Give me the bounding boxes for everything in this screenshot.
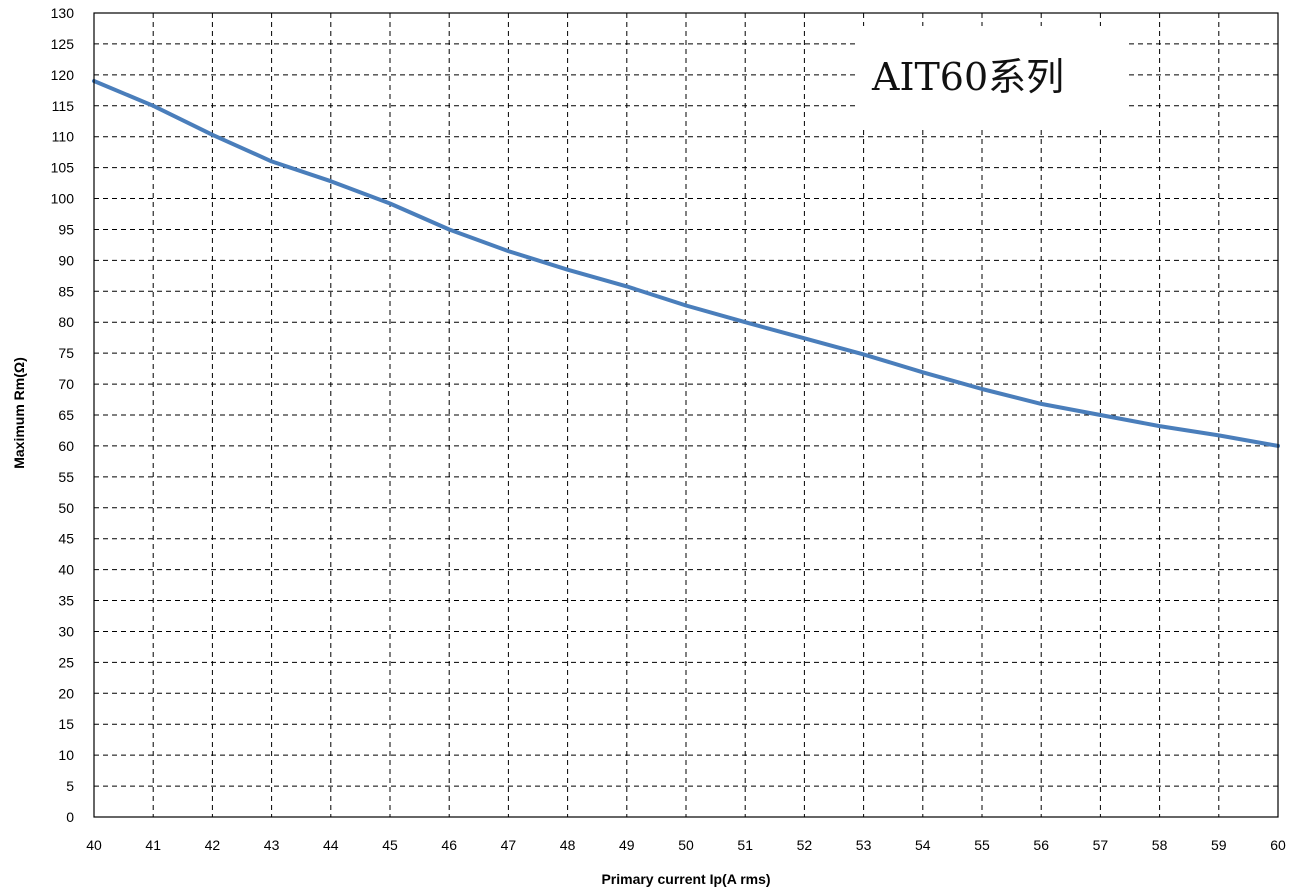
x-tick-label: 58 bbox=[1152, 837, 1168, 853]
y-tick-label: 15 bbox=[58, 716, 74, 732]
y-tick-label: 5 bbox=[66, 778, 74, 794]
y-tick-label: 50 bbox=[58, 500, 74, 516]
y-tick-label: 125 bbox=[51, 36, 75, 52]
annotation-background bbox=[858, 26, 1126, 126]
y-tick-label: 45 bbox=[58, 531, 74, 547]
y-tick-label: 110 bbox=[52, 129, 75, 145]
plot-frame bbox=[93, 12, 1279, 818]
x-tick-label: 54 bbox=[915, 837, 931, 853]
x-axis-title: Primary current Ip(A rms) bbox=[601, 871, 770, 887]
y-tick-label: 20 bbox=[58, 685, 74, 701]
x-tick-label: 57 bbox=[1093, 837, 1109, 853]
y-tick-label: 75 bbox=[58, 345, 74, 361]
annotation-layer: AIT60系列 bbox=[858, 26, 1126, 126]
plot-frame-layer bbox=[93, 12, 1279, 818]
x-tick-label: 52 bbox=[797, 837, 813, 853]
y-tick-label: 100 bbox=[51, 191, 75, 207]
y-axis-title: Maximum Rm(Ω) bbox=[11, 357, 27, 469]
x-tick-label: 60 bbox=[1270, 837, 1286, 853]
x-tick-label: 43 bbox=[264, 837, 280, 853]
x-tick-label: 40 bbox=[86, 837, 102, 853]
x-tick-label: 44 bbox=[323, 837, 339, 853]
y-tick-label: 65 bbox=[58, 407, 74, 423]
y-tick-label: 0 bbox=[66, 809, 74, 825]
y-tick-label: 130 bbox=[51, 5, 75, 21]
x-tick-label: 41 bbox=[145, 837, 161, 853]
y-tick-label: 120 bbox=[51, 67, 75, 83]
tick-labels-layer: 0 5 10 15 20 25 30 35 40 45 50 55 60 65 70 75 80 85 90 95 10… bbox=[51, 5, 1286, 853]
x-tick-label: 49 bbox=[619, 837, 635, 853]
y-tick-label: 115 bbox=[52, 98, 75, 114]
x-tick-label: 51 bbox=[737, 837, 753, 853]
y-tick-label: 85 bbox=[58, 283, 74, 299]
x-tick-label: 50 bbox=[678, 837, 694, 853]
x-tick-label: 53 bbox=[856, 837, 872, 853]
y-tick-label: 30 bbox=[58, 623, 74, 639]
y-tick-label: 10 bbox=[58, 747, 74, 763]
y-tick-label: 60 bbox=[58, 438, 74, 454]
y-tick-label: 105 bbox=[51, 160, 75, 176]
grid-layer bbox=[94, 13, 1278, 817]
y-tick-label: 90 bbox=[58, 252, 74, 268]
x-tick-label: 55 bbox=[974, 837, 990, 853]
y-tick-label: 40 bbox=[58, 562, 74, 578]
x-tick-label: 45 bbox=[382, 837, 398, 853]
series-line bbox=[92, 79, 1280, 448]
y-tick-label: 35 bbox=[58, 593, 74, 609]
y-tick-label: 80 bbox=[58, 314, 74, 330]
y-tick-label: 55 bbox=[58, 469, 74, 485]
x-tick-label: 46 bbox=[441, 837, 457, 853]
y-tick-label: 70 bbox=[58, 376, 74, 392]
y-tick-label: 25 bbox=[58, 654, 74, 670]
annotation-label: AIT60系列 bbox=[871, 55, 1064, 99]
y-tick-label: 95 bbox=[58, 221, 74, 237]
x-tick-label: 56 bbox=[1033, 837, 1049, 853]
x-tick-label: 48 bbox=[560, 837, 576, 853]
x-tick-label: 42 bbox=[205, 837, 221, 853]
series-layer bbox=[92, 79, 1280, 448]
x-tick-label: 59 bbox=[1211, 837, 1227, 853]
x-tick-label: 47 bbox=[501, 837, 517, 853]
